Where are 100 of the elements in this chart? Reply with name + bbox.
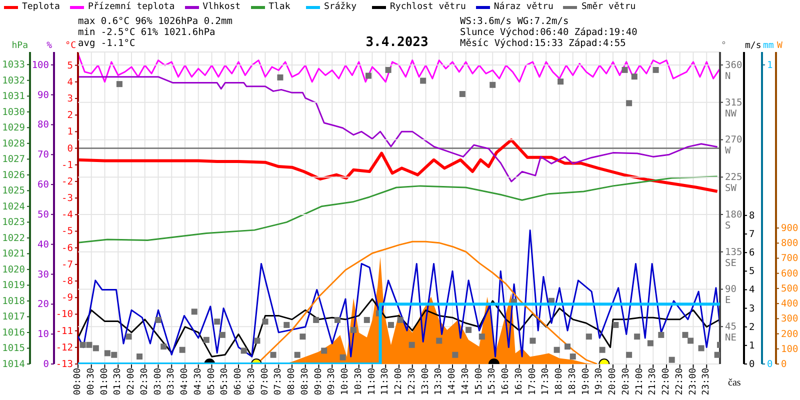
y3-tick-label: 70 <box>38 149 50 160</box>
y2-tick-label: 1021 <box>2 248 26 260</box>
x-tick-label: 05:00 <box>206 368 217 396</box>
x-tick-label: 21:00 <box>634 368 645 396</box>
y3-tick-label: 60 <box>38 179 50 190</box>
text: Slunce Východ:06:40 Západ:19:40 <box>460 27 638 38</box>
y3-axis-title: W <box>777 41 783 51</box>
x-tick-label: 00:30 <box>86 368 96 396</box>
y2-tick-label: 1016 <box>2 326 26 338</box>
line-series <box>78 230 720 358</box>
y-tick-label: -6 <box>62 242 74 254</box>
y3-tick-label: 900 <box>781 222 798 234</box>
y2-tick-label: 1030 <box>2 106 26 118</box>
y3-axis-title: % <box>46 41 53 51</box>
x-tick-label: 18:30 <box>568 368 578 396</box>
x-tick-label: 11:30 <box>380 368 391 396</box>
y2-tick-label: 1023 <box>2 216 25 228</box>
y2-tick-label: 3 <box>749 302 755 314</box>
text: Měsíc Východ:15:33 Západ:4:55 <box>460 38 627 49</box>
x-tick-label: 14:30 <box>460 368 471 396</box>
y-axis-title: °C <box>65 41 76 51</box>
x-tick-label: 17:00 <box>528 368 538 396</box>
x-tick-label: 12:00 <box>394 368 404 396</box>
x-tick-label: 02:00 <box>126 368 136 396</box>
x-tick-label: 10:30 <box>354 368 364 396</box>
y-tick-label: -2 <box>62 176 73 187</box>
y2-tick-label: 1033 <box>2 59 25 70</box>
y-tick-label: 225 SW <box>725 172 742 194</box>
x-tick-label: 08:00 <box>287 368 297 396</box>
x-tick-label: 22:00 <box>662 368 672 396</box>
y2-tick-label: 8 <box>749 210 755 221</box>
y-axis-title: ° <box>721 41 726 51</box>
y-tick-label: 180 S <box>725 208 742 231</box>
x-tick-label: 16:00 <box>501 368 511 396</box>
y3-tick-label: 30 <box>38 268 50 280</box>
y3-tick-label: 100 <box>781 343 798 354</box>
x-tick-label: 17:30 <box>541 368 552 396</box>
y2-axis-title: hPa <box>12 41 28 51</box>
y-tick-label: 135 SE <box>725 246 742 268</box>
x-tick-label: 04:00 <box>180 368 190 396</box>
legend-label: Náraz větru <box>492 2 554 12</box>
y2-tick-label: 1017 <box>2 311 25 322</box>
x-tick-label: 15:30 <box>488 368 498 396</box>
y2-tick-label: 1022 <box>2 232 25 244</box>
y2-tick-label: 1027 <box>2 154 25 165</box>
y-tick-label: 4 <box>67 76 74 88</box>
x-tick-label: 19:30 <box>594 368 605 396</box>
x-tick-label: 13:00 <box>420 368 431 396</box>
legend-label: Přízemní teplota <box>86 2 175 12</box>
y3-tick-label: 800 <box>781 238 798 249</box>
y-tick-label: -4 <box>62 209 74 220</box>
y2-tick-label: 1032 <box>2 74 25 86</box>
x-tick-label: 21:30 <box>648 368 658 396</box>
y2-tick-label: 1019 <box>2 280 26 291</box>
y2-tick-label: 1024 <box>2 200 26 212</box>
y-tick-label: 3 <box>67 92 73 104</box>
x-tick-label: 06:30 <box>246 368 257 396</box>
y2-tick-label: 1028 <box>2 138 26 149</box>
x-tick-label: 09:00 <box>314 368 324 396</box>
y2-tick-label: 1025 <box>2 185 25 196</box>
x-tick-label: 03:00 <box>153 368 164 396</box>
y-tick-label: -10 <box>56 308 74 320</box>
y3-tick-label: 300 <box>781 313 798 324</box>
y3-tick-label: 700 <box>781 252 798 264</box>
x-axis-title: čas <box>728 378 741 389</box>
y-tick-label: -13 <box>56 358 73 370</box>
y-tick-label: 90 E <box>725 284 737 306</box>
x-tick-label: 07:00 <box>260 368 270 396</box>
y2-tick-label: 1029 <box>2 122 26 134</box>
x-tick-label: 13:30 <box>434 368 444 396</box>
y-tick-label: -7 <box>62 258 73 270</box>
y3-tick-label: 0 <box>781 358 787 370</box>
y2-axis-title: m/s <box>745 41 762 51</box>
y2-tick-label: 1018 <box>2 295 26 306</box>
y2-tick-label: 1014 <box>2 358 26 370</box>
x-tick-label: 06:00 <box>234 368 244 396</box>
x-tick-label: 01:00 <box>100 368 110 396</box>
line-series <box>78 138 719 193</box>
y3-tick-label: 50 <box>38 208 50 220</box>
y2-tick-label: 2 <box>749 321 755 332</box>
y3-tick-label: 600 <box>781 268 798 279</box>
y2-tick-label: 1015 <box>2 342 25 354</box>
legend-label: Tlak <box>268 2 290 12</box>
y2-tick-label: 1026 <box>2 169 26 180</box>
legend-label: Srážky <box>323 2 357 12</box>
x-tick-label: 07:30 <box>274 368 284 396</box>
y2-tick-label: 7 <box>749 228 755 240</box>
x-tick-label: 09:30 <box>327 368 338 396</box>
y3-tick-label: 80 <box>38 119 50 130</box>
x-tick-label: 18:00 <box>554 368 564 396</box>
text: max 0.6°C 96% 1026hPa 0.2mm <box>78 16 232 27</box>
y2-tick-label: 1031 <box>2 90 26 102</box>
x-tick-label: 08:30 <box>300 368 310 396</box>
x-tick-label: 00:00 <box>73 368 83 396</box>
y-tick-label: 315 NW <box>725 96 742 119</box>
x-tick-label: 02:30 <box>140 368 150 396</box>
x-tick-label: 22:30 <box>674 368 685 396</box>
y3-tick-label: 40 <box>38 238 50 250</box>
y-tick-label: 270 W <box>725 134 742 156</box>
chart-title: 3.4.2023 <box>366 35 428 50</box>
